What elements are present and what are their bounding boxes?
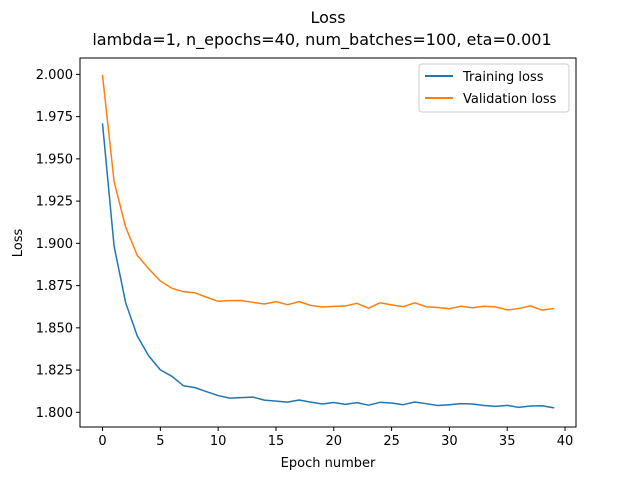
x-tick-label: 15	[268, 434, 285, 449]
y-axis: 1.800 1.825 1.850 1.875 1.900 1.925 1.950 1.975…	[36, 68, 80, 421]
x-tick-label: 20	[326, 434, 343, 449]
series-lines	[101, 74, 555, 409]
x-tick-label: 35	[499, 434, 516, 449]
legend: Training loss Validation loss	[418, 63, 570, 113]
y-tick-label: 1.925	[36, 195, 73, 210]
y-axis-label: Loss	[11, 229, 26, 258]
plot-frame	[79, 57, 577, 428]
chart-subtitle: lambda=1, n_epochs=40, num_batches=100, …	[92, 30, 551, 50]
legend-label-validation: Validation loss	[463, 92, 557, 107]
y-tick-label: 1.950	[36, 152, 73, 167]
series-line-training-loss	[101, 123, 555, 409]
y-tick-label: 1.900	[36, 237, 73, 252]
y-tick-label: 1.800	[36, 406, 73, 421]
x-axis-label: Epoch number	[281, 456, 376, 471]
x-axis: 0 5 10 15 20 25 30 35 40	[98, 427, 573, 449]
x-tick-label: 10	[210, 434, 227, 449]
legend-label-training: Training loss	[462, 70, 544, 85]
y-tick-label: 2.000	[36, 68, 73, 83]
x-tick-label: 30	[441, 434, 458, 449]
y-tick-label: 1.875	[36, 279, 73, 294]
y-tick-label: 1.825	[36, 364, 73, 379]
chart-title: Loss	[310, 8, 345, 27]
x-tick-label: 25	[383, 434, 400, 449]
legend-box	[418, 63, 570, 113]
y-tick-label: 1.850	[36, 321, 73, 336]
plot-area	[79, 57, 577, 428]
x-tick-label: 40	[557, 434, 574, 449]
y-tick-label: 1.975	[36, 110, 73, 125]
x-tick-label: 0	[98, 434, 106, 449]
series-line-validation-loss	[101, 74, 555, 311]
x-tick-label: 5	[156, 434, 164, 449]
